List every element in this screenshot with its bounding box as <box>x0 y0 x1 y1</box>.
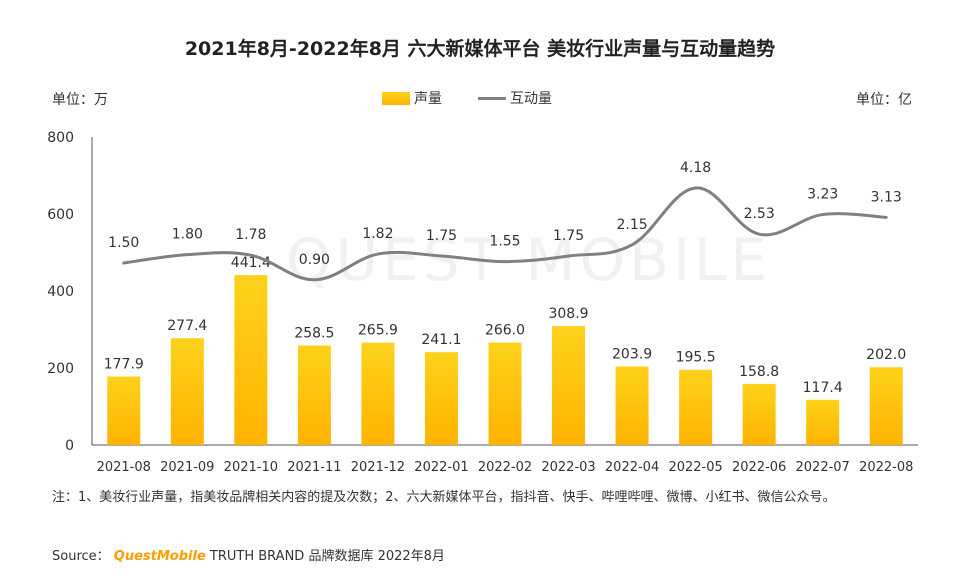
bar <box>170 338 204 445</box>
bar-value-label: 117.4 <box>803 380 843 396</box>
x-tick-label: 2022-08 <box>859 460 913 475</box>
bar-value-label: 202.0 <box>866 347 906 363</box>
bar-value-label: 265.9 <box>358 323 398 339</box>
series-line-interaction <box>122 186 888 282</box>
bar-value-label: 241.1 <box>421 332 461 348</box>
line-value-label: 1.78 <box>235 227 266 243</box>
bar <box>488 342 522 445</box>
bar-value-label: 266.0 <box>485 323 525 339</box>
line-value-label: 3.23 <box>807 187 838 203</box>
line-value-label: 1.80 <box>172 227 203 243</box>
bar-value-label: 308.9 <box>548 306 588 322</box>
bar <box>297 345 331 445</box>
line-value-label: 3.13 <box>871 189 902 205</box>
bar <box>806 399 840 445</box>
legend: 声量 互动量 <box>382 88 552 108</box>
source-suffix: TRUTH BRAND 品牌数据库 2022年8月 <box>209 549 445 564</box>
line-value-label: 1.55 <box>489 234 520 250</box>
right-unit-label: 单位：亿 <box>856 92 912 108</box>
source-line: Source： QuestMobile TRUTH BRAND 品牌数据库 20… <box>52 545 445 564</box>
footnote: 注：1、美妆行业声量，指美妆品牌相关内容的提及次数；2、六大新媒体平台，指抖音、… <box>52 490 836 505</box>
bar <box>742 383 776 445</box>
line-value-label: 2.15 <box>616 217 647 233</box>
x-tick-label: 2022-05 <box>668 460 722 475</box>
x-tick-label: 2022-01 <box>414 460 468 475</box>
line-value-label: 2.53 <box>744 206 775 222</box>
x-tick-label: 2022-04 <box>605 460 659 475</box>
legend-bar-swatch <box>382 91 410 105</box>
bar-value-label: 195.5 <box>676 350 716 366</box>
left-unit-label: 单位：万 <box>52 92 108 108</box>
y-tick-label: 0 <box>65 438 74 454</box>
line-value-label: 1.50 <box>108 235 139 251</box>
x-tick-label: 2021-10 <box>224 460 278 475</box>
x-tick-label: 2022-07 <box>796 460 850 475</box>
bar <box>107 376 141 445</box>
bar-value-label: 158.8 <box>739 364 779 380</box>
chart-title: 2021年8月-2022年8月 六大新媒体平台 美妆行业声量与互动量趋势 <box>184 38 776 60</box>
source-brand: QuestMobile <box>113 549 206 564</box>
bar <box>679 369 713 445</box>
line-value-label: 0.90 <box>299 252 330 268</box>
legend-line-swatch <box>478 96 506 100</box>
bar-value-label: 441.4 <box>231 255 271 271</box>
x-tick-label: 2021-08 <box>97 460 151 475</box>
x-tick-label: 2022-02 <box>478 460 532 475</box>
line-value-label: 1.75 <box>426 228 457 244</box>
y-tick-label: 800 <box>47 130 74 146</box>
bar-value-label: 203.9 <box>612 346 652 362</box>
bar <box>234 275 268 445</box>
y-tick-label: 400 <box>47 284 74 300</box>
x-tick-label: 2022-06 <box>732 460 786 475</box>
bar-value-label: 258.5 <box>294 325 334 341</box>
bar <box>424 352 458 445</box>
legend-bar-label: 声量 <box>414 91 442 107</box>
x-tick-label: 2021-12 <box>351 460 405 475</box>
line-value-label: 1.82 <box>362 226 393 242</box>
y-tick-label: 200 <box>47 361 74 377</box>
legend-line-label: 互动量 <box>510 91 552 107</box>
bar <box>615 366 649 445</box>
x-tick-label: 2021-09 <box>160 460 214 475</box>
bar-value-label: 277.4 <box>167 318 207 334</box>
bar-value-label: 177.9 <box>104 357 144 373</box>
y-tick-label: 600 <box>47 207 74 223</box>
source-prefix: Source： <box>52 549 110 564</box>
x-tick-label: 2022-03 <box>541 460 595 475</box>
x-tick-label: 2021-11 <box>287 460 341 475</box>
line-value-label: 1.75 <box>553 228 584 244</box>
bar <box>869 367 903 445</box>
line-value-label: 4.18 <box>680 160 711 176</box>
bar <box>552 326 586 445</box>
bar <box>361 342 395 445</box>
